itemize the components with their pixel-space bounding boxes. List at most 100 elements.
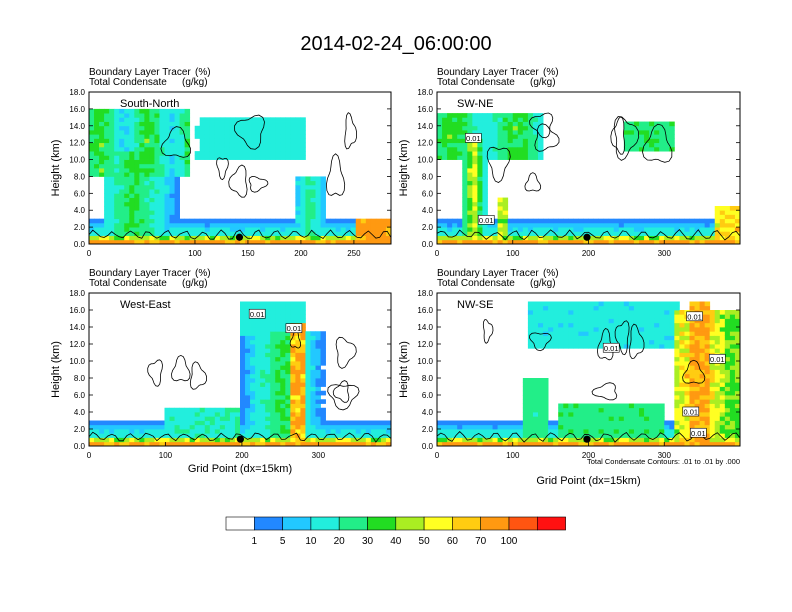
field-cell xyxy=(224,125,231,131)
field-cell xyxy=(558,412,564,417)
field-cell xyxy=(618,327,625,332)
field-cell xyxy=(628,125,635,131)
field-cell xyxy=(714,373,721,379)
field-cell xyxy=(300,395,306,400)
field-cell xyxy=(295,356,301,362)
field-cell xyxy=(729,399,736,404)
field-cell xyxy=(144,227,150,232)
field-cell xyxy=(734,344,741,349)
field-cell xyxy=(669,222,675,228)
field-cell xyxy=(199,416,206,421)
field-cell xyxy=(104,163,110,169)
field-cell xyxy=(633,339,640,345)
field-cell xyxy=(517,121,524,127)
field-cell xyxy=(472,146,478,152)
field-cell xyxy=(109,159,115,165)
field-cell xyxy=(154,189,160,194)
field-cell xyxy=(240,416,246,421)
field-cell xyxy=(229,121,236,127)
field-cell xyxy=(452,130,458,135)
field-cell xyxy=(694,327,700,332)
field-cell xyxy=(679,429,685,434)
field-cell xyxy=(154,168,160,173)
field-cell xyxy=(260,416,266,421)
field-cell xyxy=(109,235,115,241)
field-cell xyxy=(139,134,145,139)
field-cell xyxy=(270,218,276,224)
field-cell xyxy=(234,407,241,413)
field-cell xyxy=(442,125,448,131)
field-cell xyxy=(694,416,700,421)
field-cell xyxy=(694,403,700,409)
field-cell xyxy=(689,339,695,345)
field-cell xyxy=(89,142,95,148)
field-cell xyxy=(512,218,519,224)
field-cell xyxy=(99,108,105,114)
field-cell xyxy=(219,138,226,144)
field-cell xyxy=(734,412,741,417)
field-cell xyxy=(543,399,549,404)
field-cell xyxy=(538,310,544,315)
field-cell xyxy=(275,390,281,396)
field-cell xyxy=(664,239,670,245)
field-cell xyxy=(129,193,135,198)
field-cell xyxy=(310,412,316,417)
field-cell xyxy=(598,433,605,438)
field-cell xyxy=(229,437,236,443)
field-cell xyxy=(522,382,529,387)
field-cell xyxy=(224,227,231,232)
x-tick-label: 100 xyxy=(506,249,520,258)
field-cell xyxy=(139,117,145,122)
field-cell xyxy=(512,142,519,148)
field-cell xyxy=(517,429,524,434)
field-cell xyxy=(654,305,660,311)
field-cell xyxy=(144,218,150,224)
field-cell xyxy=(114,163,120,169)
field-cell xyxy=(159,441,165,447)
field-cell xyxy=(335,433,342,438)
field-cell xyxy=(482,429,488,434)
field-cell xyxy=(265,134,271,139)
field-cell xyxy=(679,331,685,336)
field-cell xyxy=(315,227,321,232)
field-cell xyxy=(628,146,635,152)
field-cell xyxy=(674,390,680,396)
field-cell xyxy=(290,301,296,307)
field-cell xyxy=(639,344,645,349)
field-cell xyxy=(285,390,291,396)
field-cell xyxy=(487,239,493,245)
condensate-contour xyxy=(327,384,360,411)
field-cell xyxy=(457,227,463,232)
colorbar-level: 70 xyxy=(475,536,487,547)
field-cell xyxy=(179,424,186,430)
field-cell xyxy=(462,155,468,160)
field-cell xyxy=(280,378,286,383)
field-cell xyxy=(385,441,392,447)
field-cell xyxy=(260,231,266,236)
field-cell xyxy=(538,113,544,118)
field-cell xyxy=(255,433,261,438)
field-cell xyxy=(517,231,524,236)
field-cell xyxy=(568,403,574,409)
field-cell xyxy=(119,172,125,177)
field-cell xyxy=(240,361,246,366)
field-cell xyxy=(199,407,206,413)
field-cell xyxy=(573,322,579,328)
field-cell xyxy=(224,231,231,236)
field-cell xyxy=(694,222,700,228)
field-cell xyxy=(497,441,504,447)
field-cell xyxy=(164,429,170,434)
field-cell xyxy=(164,193,170,198)
field-cell xyxy=(699,403,706,409)
field-cell xyxy=(174,222,180,228)
field-cell xyxy=(618,227,625,232)
field-cell xyxy=(563,322,569,328)
field-cell xyxy=(644,322,650,328)
field-cell xyxy=(119,231,125,236)
field-cell xyxy=(189,222,196,228)
field-cell xyxy=(664,121,670,127)
field-cell xyxy=(699,356,706,362)
field-cell xyxy=(477,155,483,160)
field-cell xyxy=(497,201,504,207)
field-cell xyxy=(613,235,620,241)
